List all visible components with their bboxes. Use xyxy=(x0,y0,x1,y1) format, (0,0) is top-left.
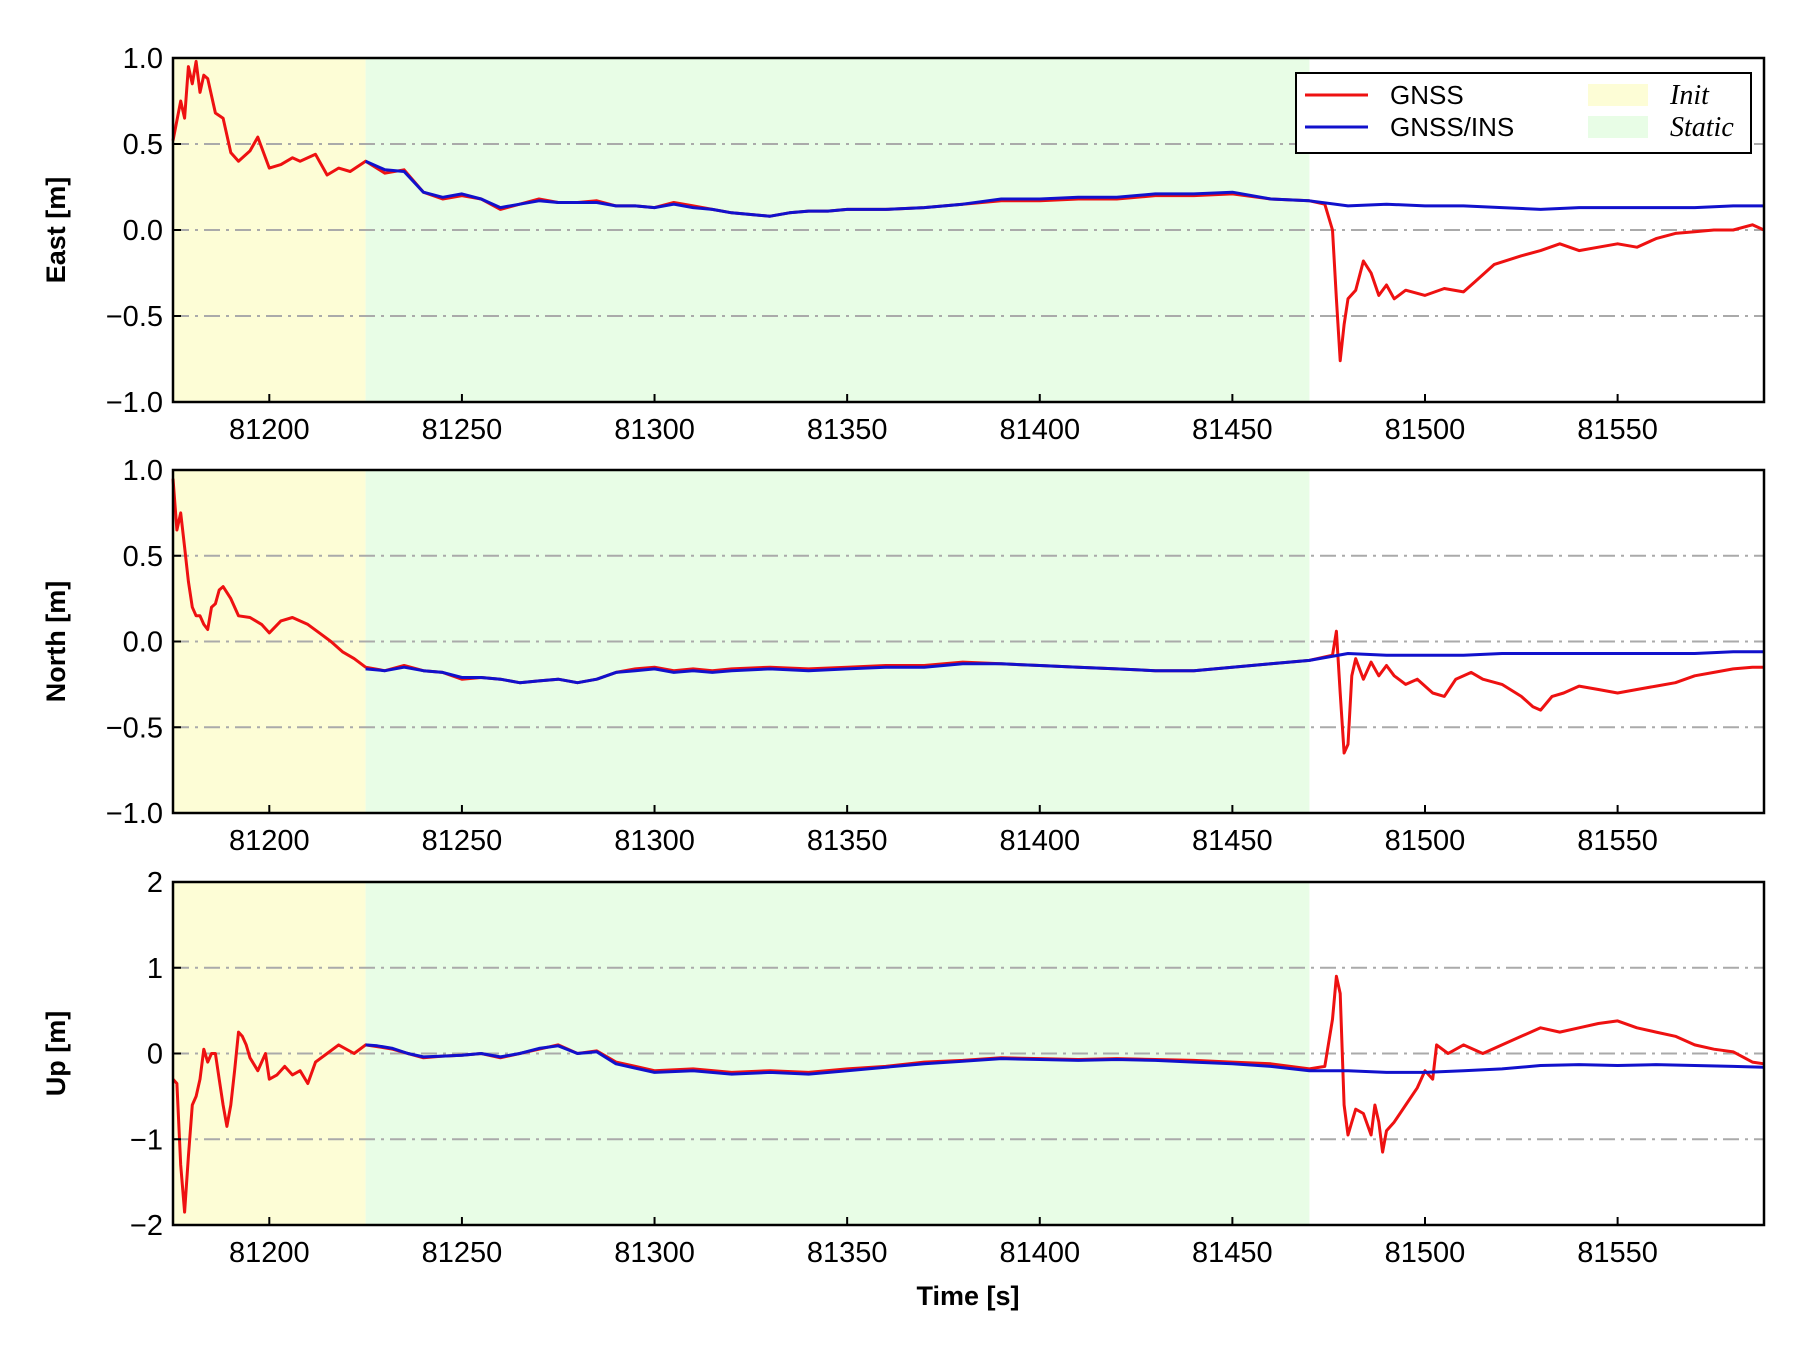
x-tick-label: 81200 xyxy=(229,825,310,857)
series-gnss-ins-line xyxy=(365,1043,1765,1076)
y-tick-label: 0.5 xyxy=(123,541,163,573)
x-tick-label: 81200 xyxy=(229,414,310,446)
x-axis-label: Time [s] xyxy=(916,1281,1019,1311)
legend-init-swatch xyxy=(1588,84,1648,106)
x-tick-label: 81250 xyxy=(422,825,503,857)
y-tick-label: −2 xyxy=(130,1210,163,1242)
panels: 1.0 0.5 0.0 −0.5 −1.0 81200 81250 81300 81350 814… xyxy=(41,43,1766,1269)
y-tick-label: −1.0 xyxy=(106,798,163,830)
x-tick-label: 81250 xyxy=(422,414,503,446)
y-tick-label: −1 xyxy=(130,1124,163,1156)
legend-gnss-label: GNSS xyxy=(1390,80,1464,110)
x-tick-label: 81400 xyxy=(999,414,1080,446)
x-tick-label: 81300 xyxy=(614,825,695,857)
legend-init-label: Init xyxy=(1669,80,1710,111)
x-tick-label: 81250 xyxy=(422,1237,503,1269)
x-tick-label: 81500 xyxy=(1385,1237,1466,1269)
series-gnss-ins-line xyxy=(364,159,1764,218)
x-tick-label: 81500 xyxy=(1385,414,1466,446)
y-tick-label: 0.5 xyxy=(123,129,163,161)
x-tick-label: 81450 xyxy=(1192,1237,1273,1269)
y-tick-label: 0.0 xyxy=(123,627,163,659)
y-tick-label: 0.0 xyxy=(123,215,163,247)
y-axis-label: North [m] xyxy=(41,581,71,702)
panel-1: 1.0 0.5 0.0 −0.5 −1.0 81200 81250 81300 81350 814… xyxy=(41,43,1766,446)
series-gnss-line xyxy=(171,974,1765,1214)
legend-static-label: Static xyxy=(1670,112,1734,143)
x-tick-label: 81550 xyxy=(1577,414,1658,446)
y-tick-label: −0.5 xyxy=(106,301,163,333)
x-tick-label: 81550 xyxy=(1577,825,1658,857)
legend-frame xyxy=(1295,72,1752,154)
x-tick-label: 81350 xyxy=(807,414,888,446)
x-tick-label: 81200 xyxy=(229,1237,310,1269)
y-tick-label: 1.0 xyxy=(123,43,163,75)
x-tick-label: 81350 xyxy=(807,825,888,857)
x-tick-label: 81300 xyxy=(614,1237,695,1269)
x-tick-label: 81450 xyxy=(1192,825,1273,857)
x-tick-label: 81400 xyxy=(999,825,1080,857)
legend-static-swatch xyxy=(1588,116,1648,138)
x-tick-label: 81550 xyxy=(1577,1237,1658,1269)
y-tick-label: 1.0 xyxy=(123,455,163,487)
panel-3: 2 1 0 −1 −2 81200 81250 81300 81350 81400 81450 815… xyxy=(41,867,1766,1269)
y-axis-label: East [m] xyxy=(41,177,71,284)
x-tick-label: 81450 xyxy=(1192,414,1273,446)
y-tick-label: 1 xyxy=(147,953,163,985)
series-gnss-ins-line xyxy=(365,650,1764,685)
x-tick-label: 81400 xyxy=(999,1237,1080,1269)
panel-2: 1.0 0.5 0.0 −0.5 −1.0 81200 81250 81300 81350 814… xyxy=(41,455,1766,857)
series-gnss-line xyxy=(171,478,1764,755)
x-tick-label: 81350 xyxy=(807,1237,888,1269)
y-axis-label: Up [m] xyxy=(41,1011,71,1096)
x-tick-label: 81300 xyxy=(614,414,695,446)
y-tick-label: 0 xyxy=(147,1039,163,1071)
legend-gnss-ins-label: GNSS/INS xyxy=(1390,112,1514,142)
y-tick-label: 2 xyxy=(147,867,163,899)
y-tick-label: −1.0 xyxy=(106,387,163,419)
x-tick-label: 81500 xyxy=(1385,825,1466,857)
y-tick-label: −0.5 xyxy=(106,712,163,744)
